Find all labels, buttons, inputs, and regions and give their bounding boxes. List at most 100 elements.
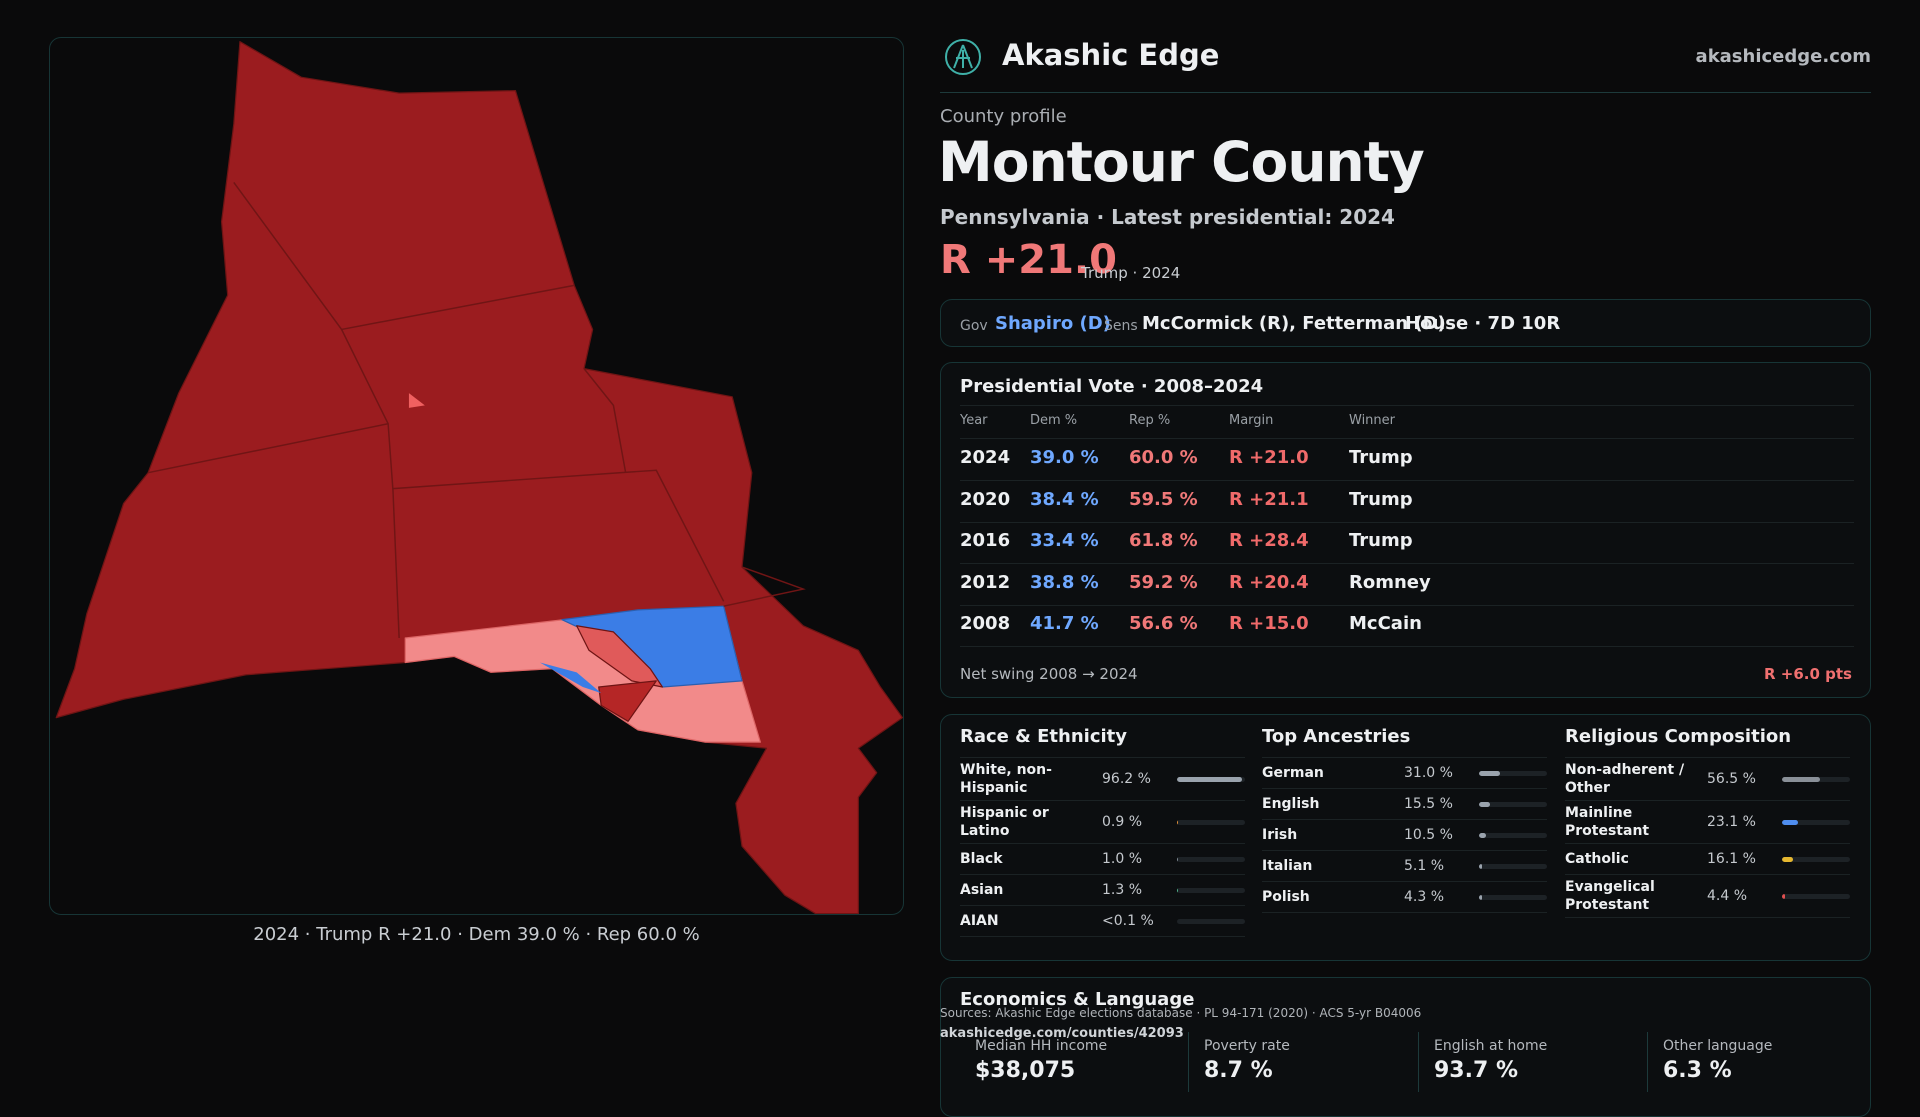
map-panel: [49, 37, 904, 915]
table-cell: 38.8 %: [1030, 572, 1099, 593]
site-link[interactable]: akashicedge.com: [1696, 46, 1871, 67]
table-cell: R +28.4: [1229, 530, 1309, 551]
label: Gov: [960, 318, 988, 334]
column-header: Rep %: [1129, 413, 1170, 428]
row-value: 15.5 %: [1404, 796, 1479, 812]
divider: [960, 480, 1854, 481]
table-cell: McCain: [1349, 613, 1422, 634]
row-value: 10.5 %: [1404, 827, 1479, 843]
divider: [960, 563, 1854, 564]
bar-track: [1479, 802, 1547, 807]
senators: McCormick (R), Fetterman (D): [1142, 313, 1446, 334]
stat-label: Median HH income: [975, 1038, 1107, 1054]
row-value: 1.0 %: [1102, 851, 1177, 867]
row-value: 5.1 %: [1404, 858, 1479, 874]
row-value: 1.3 %: [1102, 882, 1177, 898]
stat-value: 93.7 %: [1434, 1058, 1518, 1083]
bar-track: [1782, 857, 1850, 862]
county-map: [50, 38, 904, 915]
house: House · 7D 10R: [1405, 313, 1560, 334]
table-cell: 61.8 %: [1129, 530, 1198, 551]
panel-title: Race & Ethnicity: [960, 726, 1245, 758]
subtitle: Pennsylvania · Latest presidential: 2024: [940, 205, 1395, 229]
stat-label: Other language: [1663, 1038, 1772, 1054]
table-cell: 2012: [960, 572, 1010, 593]
logo: [944, 38, 982, 76]
page: { "header": {"brand": "Akashic Edge", "s…: [0, 0, 1920, 1080]
row-value: 4.4 %: [1707, 888, 1782, 904]
bar: [1177, 857, 1178, 862]
kicker: County profile: [940, 106, 1067, 127]
label: Sens: [1104, 318, 1138, 334]
margin-note: Trump · 2024: [1081, 264, 1180, 282]
divider: [960, 646, 1854, 647]
sources: Sources: Akashic Edge elections database…: [940, 1006, 1421, 1020]
row-name: Black: [960, 850, 1102, 868]
table-cell: 41.7 %: [1030, 613, 1099, 634]
bar-track: [1177, 888, 1245, 893]
table-cell: Trump: [1349, 530, 1413, 551]
row-value: 23.1 %: [1707, 814, 1782, 830]
brand: Akashic Edge: [1002, 38, 1219, 72]
row-value: 96.2 %: [1102, 771, 1177, 787]
bar-track: [1479, 771, 1547, 776]
column-header: Winner: [1349, 413, 1395, 428]
swing-value: R +6.0 pts: [1764, 665, 1852, 683]
panel-title: Presidential Vote · 2008–2024: [960, 376, 1263, 397]
row-name: Evangelical Protestant: [1565, 878, 1707, 914]
table-cell: 60.0 %: [1129, 447, 1198, 468]
governor: Shapiro (D): [995, 313, 1111, 334]
row-name: White, non-Hispanic: [960, 761, 1102, 797]
bar-track: [1782, 777, 1850, 782]
table-cell: Romney: [1349, 572, 1431, 593]
table-cell: 38.4 %: [1030, 489, 1099, 510]
table-cell: 2020: [960, 489, 1010, 510]
table-cell: R +20.4: [1229, 572, 1309, 593]
bar: [1177, 820, 1178, 825]
row-name: German: [1262, 764, 1404, 782]
bar: [1479, 895, 1482, 900]
table-cell: Trump: [1349, 447, 1413, 468]
panel-title: Top Ancestries: [1262, 726, 1547, 758]
bar-track: [1782, 894, 1850, 899]
stat-value: 6.3 %: [1663, 1058, 1732, 1083]
table-cell: R +21.0: [1229, 447, 1309, 468]
column-header: Margin: [1229, 413, 1273, 428]
stat-label: English at home: [1434, 1038, 1547, 1054]
table-cell: 59.2 %: [1129, 572, 1198, 593]
bar: [1479, 833, 1486, 838]
row-name: Catholic: [1565, 850, 1707, 868]
bar: [1479, 802, 1490, 807]
row-value: 56.5 %: [1707, 771, 1782, 787]
bar-track: [1177, 919, 1245, 924]
divider: [960, 605, 1854, 606]
table-cell: 2024: [960, 447, 1010, 468]
bar: [1782, 777, 1820, 782]
bar: [1177, 777, 1242, 782]
stat-value: $38,075: [975, 1058, 1075, 1083]
row-value: 0.9 %: [1102, 814, 1177, 830]
divider: [960, 522, 1854, 523]
table-cell: 59.5 %: [1129, 489, 1198, 510]
table-cell: 39.0 %: [1030, 447, 1099, 468]
row-name: Hispanic or Latino: [960, 804, 1102, 840]
panel-title: Religious Composition: [1565, 726, 1850, 758]
divider: [1188, 1032, 1189, 1092]
divider: [960, 438, 1854, 439]
county-region: [56, 42, 902, 914]
demographic-row: AIAN<0.1 %: [960, 906, 1245, 937]
